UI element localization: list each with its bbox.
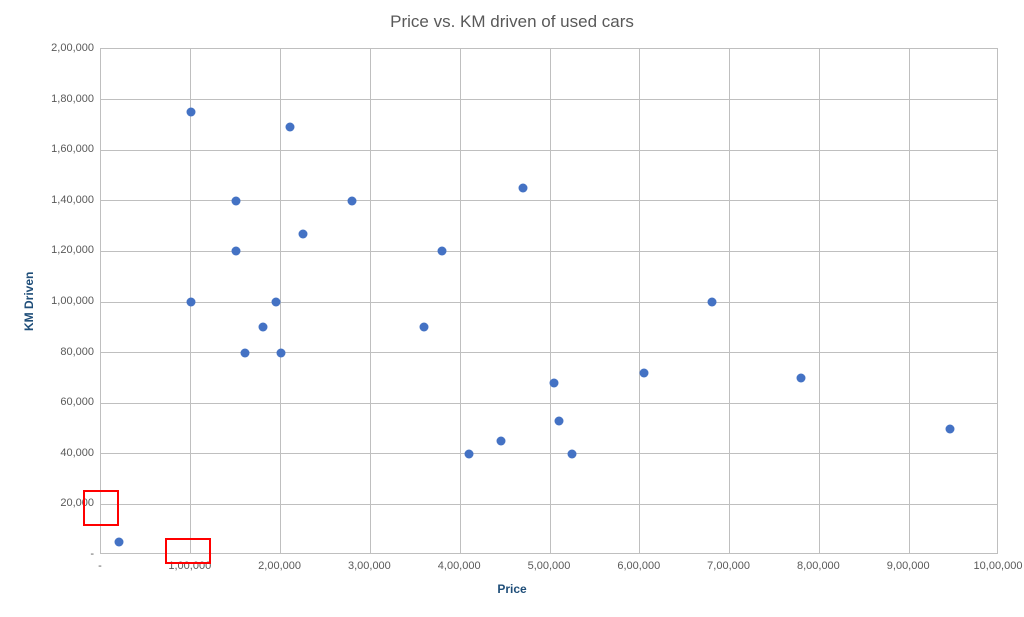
y-tick-label: 2,00,000 bbox=[51, 42, 94, 54]
x-tick-label: - bbox=[98, 560, 102, 572]
x-tick-label: 1,00,000 bbox=[168, 560, 211, 572]
x-axis-label-text: Price bbox=[497, 582, 526, 596]
data-point bbox=[550, 378, 559, 387]
chart-title-text: Price vs. KM driven of used cars bbox=[390, 12, 634, 31]
data-point bbox=[285, 123, 294, 132]
x-tick-label: 10,00,000 bbox=[974, 560, 1023, 572]
y-tick-label: 40,000 bbox=[60, 447, 94, 459]
data-point bbox=[231, 196, 240, 205]
data-point bbox=[496, 437, 505, 446]
y-axis-label: KM Driven bbox=[22, 272, 36, 331]
y-tick-label: 20,000 bbox=[60, 497, 94, 509]
data-point bbox=[797, 373, 806, 382]
x-tick-label: 9,00,000 bbox=[887, 560, 930, 572]
data-point bbox=[186, 108, 195, 117]
gridline-horizontal bbox=[101, 352, 997, 353]
gridline-horizontal bbox=[101, 150, 997, 151]
data-point bbox=[554, 416, 563, 425]
y-tick-label: 1,80,000 bbox=[51, 93, 94, 105]
y-tick-label: 1,60,000 bbox=[51, 143, 94, 155]
scatter-chart: Price vs. KM driven of used cars KM Driv… bbox=[0, 0, 1024, 617]
data-point bbox=[240, 348, 249, 357]
data-point bbox=[114, 538, 123, 547]
y-tick-label: - bbox=[90, 548, 94, 560]
data-point bbox=[465, 449, 474, 458]
gridline-horizontal bbox=[101, 453, 997, 454]
x-tick-label: 3,00,000 bbox=[348, 560, 391, 572]
plot-area bbox=[100, 48, 998, 554]
data-point bbox=[299, 229, 308, 238]
data-point bbox=[945, 424, 954, 433]
data-point bbox=[568, 449, 577, 458]
y-tick-label: 1,00,000 bbox=[51, 295, 94, 307]
data-point bbox=[258, 323, 267, 332]
gridline-horizontal bbox=[101, 504, 997, 505]
data-point bbox=[348, 196, 357, 205]
y-tick-label: 1,40,000 bbox=[51, 194, 94, 206]
data-point bbox=[186, 298, 195, 307]
x-axis-label: Price bbox=[0, 582, 1024, 596]
y-tick-label: 80,000 bbox=[60, 346, 94, 358]
data-point bbox=[438, 247, 447, 256]
x-tick-label: 2,00,000 bbox=[258, 560, 301, 572]
data-point bbox=[519, 184, 528, 193]
chart-title: Price vs. KM driven of used cars bbox=[0, 12, 1024, 32]
x-tick-label: 4,00,000 bbox=[438, 560, 481, 572]
y-tick-label: 1,20,000 bbox=[51, 244, 94, 256]
x-tick-label: 5,00,000 bbox=[528, 560, 571, 572]
x-tick-label: 7,00,000 bbox=[707, 560, 750, 572]
gridline-horizontal bbox=[101, 403, 997, 404]
gridline-horizontal bbox=[101, 99, 997, 100]
x-tick-label: 6,00,000 bbox=[617, 560, 660, 572]
x-tick-label: 8,00,000 bbox=[797, 560, 840, 572]
data-point bbox=[640, 368, 649, 377]
data-point bbox=[707, 298, 716, 307]
data-point bbox=[272, 298, 281, 307]
gridline-horizontal bbox=[101, 302, 997, 303]
y-tick-label: 60,000 bbox=[60, 396, 94, 408]
y-axis-label-text: KM Driven bbox=[22, 272, 36, 331]
data-point bbox=[420, 323, 429, 332]
data-point bbox=[276, 348, 285, 357]
data-point bbox=[231, 247, 240, 256]
